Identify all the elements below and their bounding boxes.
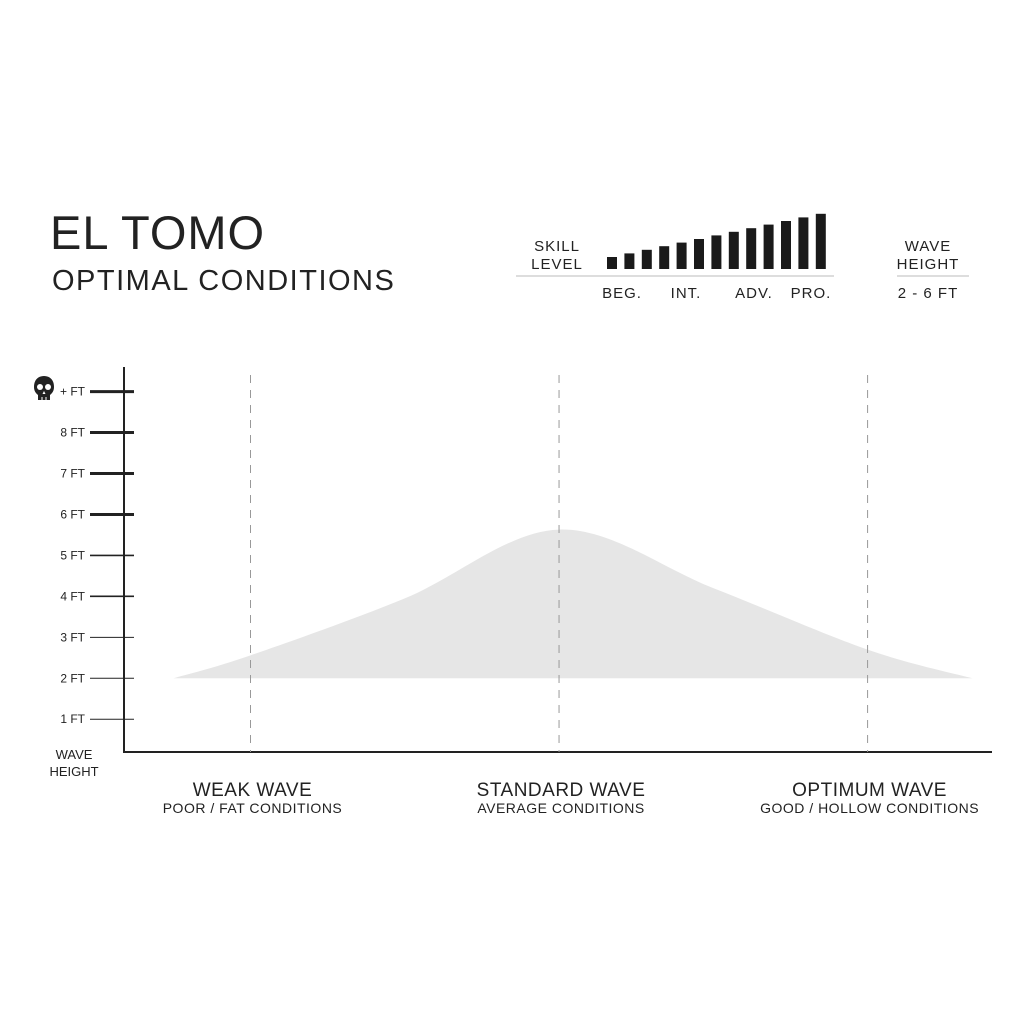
y-tick-label: 3 FT bbox=[60, 630, 85, 644]
area bbox=[173, 529, 973, 679]
skill-level: PRO. bbox=[791, 285, 832, 302]
skill-bar bbox=[815, 213, 826, 269]
skill-label: SKILL bbox=[534, 238, 580, 255]
skill-bar bbox=[694, 239, 704, 269]
y-axis-label: HEIGHT bbox=[49, 764, 98, 779]
wave-height-label: HEIGHT bbox=[897, 256, 960, 273]
y-tick-label: + FT bbox=[60, 385, 86, 399]
skill-bar bbox=[711, 235, 722, 269]
skill-bar bbox=[728, 231, 739, 269]
skill-bar bbox=[781, 221, 791, 269]
skill-bar bbox=[763, 224, 774, 269]
skill-bar bbox=[659, 246, 670, 269]
skill-level: BEG. bbox=[602, 285, 642, 302]
skill-bar bbox=[746, 228, 757, 269]
wave-height-range: 2 - 6 FT bbox=[898, 285, 959, 302]
y-axis-label: WAVE bbox=[56, 747, 93, 762]
x-tick-label: STANDARD WAVE bbox=[477, 780, 646, 801]
x-tick-label: WEAK WAVE bbox=[193, 780, 313, 801]
x-tick-note: AVERAGE CONDITIONS bbox=[477, 800, 644, 816]
y-tick-label: 7 FT bbox=[60, 466, 85, 480]
skill-bar bbox=[607, 257, 617, 269]
skill-bar bbox=[641, 249, 652, 269]
skull-icon bbox=[34, 376, 54, 400]
chart-subtitle: OPTIMAL CONDITIONS bbox=[52, 265, 395, 297]
y-tick-label: 6 FT bbox=[60, 507, 85, 521]
skill-bars bbox=[607, 213, 826, 269]
wave-height-label: WAVE bbox=[905, 238, 952, 255]
skill-level: ADV. bbox=[735, 285, 773, 302]
x-tick-note: POOR / FAT CONDITIONS bbox=[163, 800, 343, 816]
x-tick-note: GOOD / HOLLOW CONDITIONS bbox=[760, 800, 979, 816]
skill-bar bbox=[798, 217, 809, 269]
y-tick-label: 2 FT bbox=[60, 671, 85, 685]
x-tick-label: OPTIMUM WAVE bbox=[792, 780, 947, 801]
y-tick-label: 4 FT bbox=[60, 589, 85, 603]
y-tick-label: 1 FT bbox=[60, 712, 85, 726]
y-tick-label: 5 FT bbox=[60, 548, 85, 562]
skill-label: LEVEL bbox=[531, 256, 583, 273]
skill-level: INT. bbox=[671, 285, 702, 302]
skill-bar bbox=[676, 242, 687, 269]
skill-bar bbox=[624, 253, 635, 269]
chart-title: EL TOMO bbox=[50, 206, 265, 259]
y-tick-label: 8 FT bbox=[60, 426, 85, 440]
